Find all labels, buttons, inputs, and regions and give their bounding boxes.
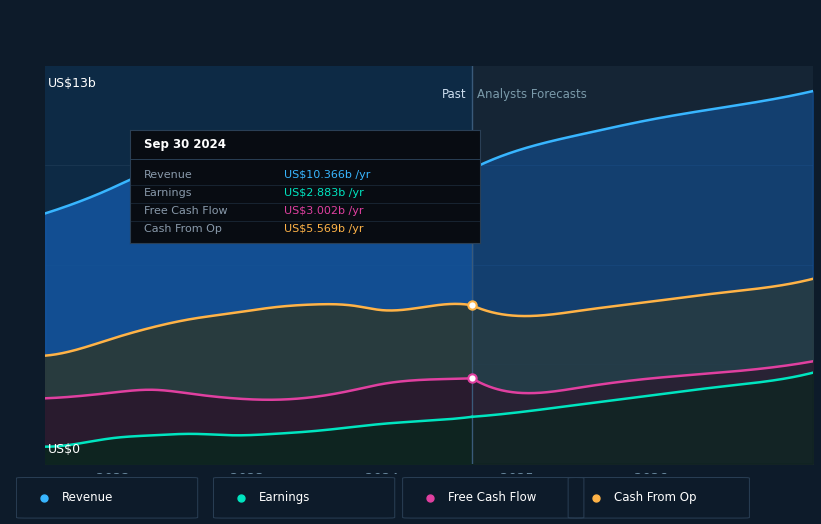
- Text: US$0: US$0: [48, 443, 81, 456]
- Text: Cash From Op: Cash From Op: [614, 492, 696, 504]
- Text: US$2.883b /yr: US$2.883b /yr: [284, 188, 364, 198]
- Bar: [472, 66, 813, 464]
- Text: Revenue: Revenue: [62, 492, 113, 504]
- Text: Earnings: Earnings: [144, 188, 192, 198]
- Text: Revenue: Revenue: [144, 170, 192, 180]
- Text: US$13b: US$13b: [48, 78, 97, 91]
- Text: Cash From Op: Cash From Op: [144, 224, 222, 234]
- Text: Analysts Forecasts: Analysts Forecasts: [478, 88, 587, 101]
- Text: Sep 30 2024: Sep 30 2024: [144, 138, 226, 151]
- Bar: [45, 66, 472, 464]
- Text: US$10.366b /yr: US$10.366b /yr: [284, 170, 370, 180]
- Text: Past: Past: [442, 88, 466, 101]
- Text: Earnings: Earnings: [259, 492, 310, 504]
- Text: US$5.569b /yr: US$5.569b /yr: [284, 224, 364, 234]
- Text: US$3.002b /yr: US$3.002b /yr: [284, 206, 364, 216]
- Text: Free Cash Flow: Free Cash Flow: [448, 492, 537, 504]
- Text: Free Cash Flow: Free Cash Flow: [144, 206, 227, 216]
